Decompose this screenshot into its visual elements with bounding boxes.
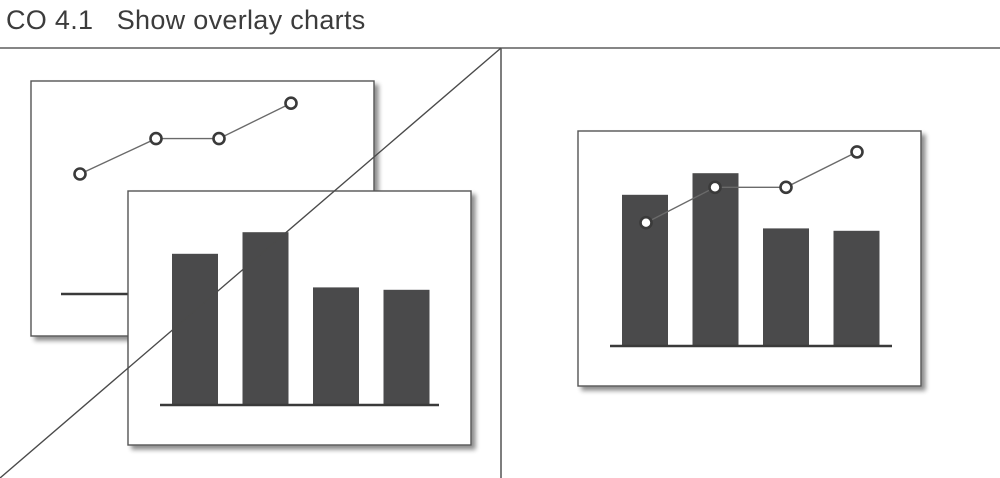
page-title: CO 4.1 Show overlay charts (6, 5, 366, 35)
left-bar-2 (242, 232, 289, 405)
overlay-point-3 (779, 180, 793, 195)
overlay-point-1 (639, 215, 653, 230)
diagonal-split-line (0, 47, 502, 478)
overlay-bar-3 (763, 228, 809, 346)
overlay-bar-2 (692, 173, 739, 346)
overlay-point-4 (850, 145, 864, 159)
overlay-bar-series (622, 173, 880, 346)
panel-separate-charts (0, 47, 502, 478)
overlay-bar-4 (833, 230, 880, 346)
left-bar-4 (383, 289, 430, 405)
overlay-line (645, 151, 858, 224)
left-point-3 (212, 131, 226, 146)
panel-overlay-chart (577, 130, 922, 387)
bar-series (172, 232, 430, 405)
overlay-line-series (639, 145, 864, 230)
left-bar-3 (313, 287, 359, 405)
left-line (79, 102, 292, 175)
left-bar-1 (172, 253, 218, 405)
overlay-point-2 (708, 180, 722, 195)
left-point-4 (284, 96, 298, 110)
left-point-2 (149, 131, 163, 146)
line-series (73, 96, 298, 181)
left-point-1 (73, 167, 87, 181)
bar-chart-card (127, 190, 472, 446)
